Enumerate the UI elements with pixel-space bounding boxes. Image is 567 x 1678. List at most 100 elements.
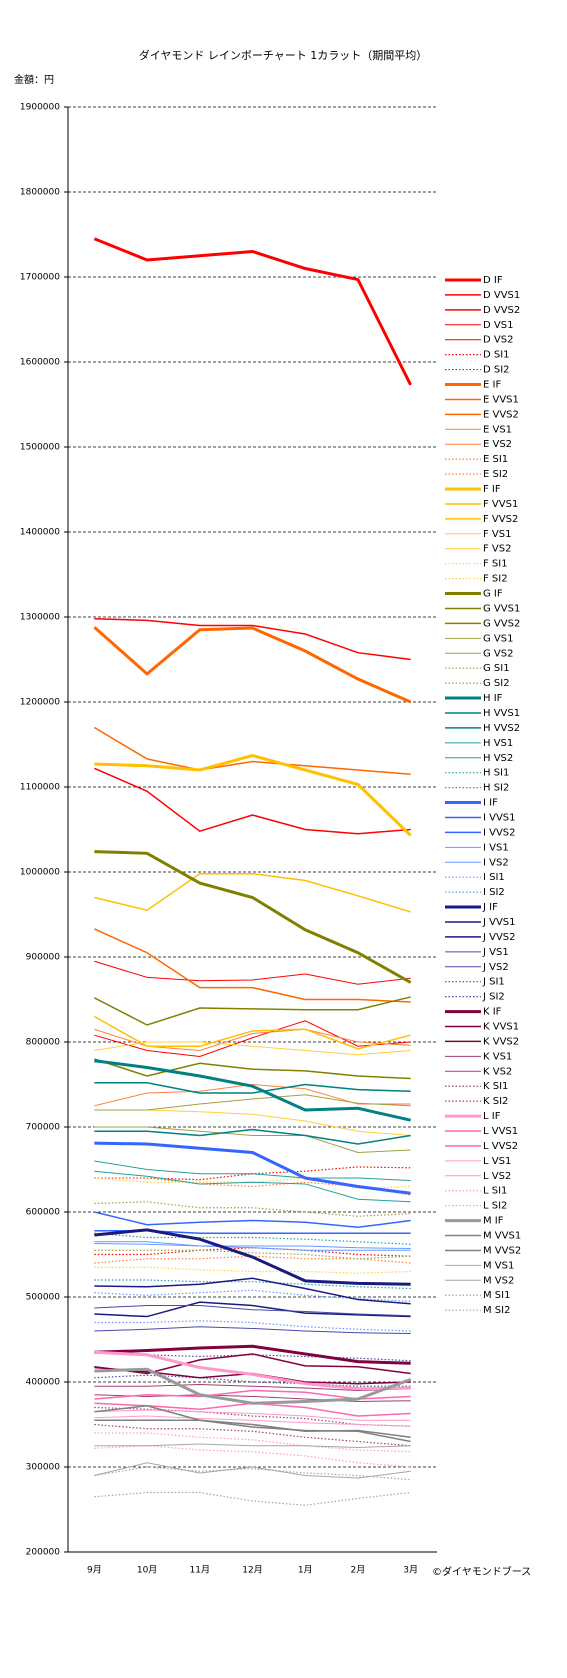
series-line: [94, 1405, 411, 1443]
legend-label: I VS2: [483, 857, 509, 868]
legend-label: K SI2: [483, 1096, 508, 1107]
legend-label: E VVS1: [483, 394, 519, 405]
series-line: [94, 1353, 411, 1375]
series-line: [94, 1406, 411, 1427]
series-line: [94, 1228, 411, 1286]
series-line: [94, 1201, 411, 1217]
y-tick-label: 1300000: [20, 613, 60, 623]
x-tick-label: 1月: [298, 1565, 313, 1576]
series-line: [94, 1211, 411, 1229]
y-tick-label: 600000: [26, 1208, 61, 1218]
series-line: [94, 1491, 411, 1506]
series-line: [94, 1059, 411, 1122]
y-tick-label: 800000: [26, 1038, 61, 1048]
series-line: [94, 1350, 411, 1391]
series-line: [94, 753, 412, 837]
series-line: [94, 1301, 411, 1318]
y-tick-label: 900000: [26, 953, 61, 963]
series-line: [94, 1305, 411, 1317]
legend-label: D VS2: [483, 335, 513, 346]
series-line: [94, 1402, 411, 1417]
series-line: [94, 1409, 411, 1421]
x-tick-label: 3月: [403, 1565, 418, 1576]
y-tick-label: 1400000: [20, 528, 60, 538]
series-line: [94, 1367, 412, 1405]
y-tick-label: 1100000: [20, 783, 60, 793]
series-line: [94, 767, 411, 835]
series-line: [94, 1094, 411, 1111]
y-tick-label: 1500000: [20, 443, 60, 453]
series-line: [94, 928, 411, 1003]
series-line: [94, 1279, 411, 1290]
legend-label: G VS1: [483, 633, 513, 644]
legend-label: K VVS1: [483, 1022, 519, 1033]
legend-label: J VS1: [482, 947, 509, 958]
series-line: [94, 1415, 411, 1427]
legend-label: G SI1: [483, 663, 510, 674]
y-tick-label: 500000: [26, 1293, 61, 1303]
y-tick-label: 1600000: [20, 358, 60, 368]
legend-label: M VVS1: [483, 1231, 521, 1242]
legend-label: K VVS2: [483, 1036, 519, 1047]
legend-label: F SI1: [483, 559, 508, 570]
series-line: [94, 1232, 411, 1245]
legend-label: M VVS2: [483, 1245, 521, 1256]
series-line: [94, 1394, 411, 1403]
series-line: [94, 1374, 411, 1387]
legend-label: E VVS2: [483, 409, 519, 420]
legend-label: M IF: [483, 1216, 504, 1227]
legend-label: D VS1: [483, 320, 513, 331]
legend-label: J VS2: [482, 962, 509, 973]
series-line: [94, 1466, 411, 1481]
legend-label: K VS2: [483, 1066, 512, 1077]
series-line: [94, 1320, 411, 1332]
y-tick-label: 200000: [26, 1548, 61, 1558]
y-tick-label: 1200000: [20, 698, 60, 708]
legend-label: J SI1: [482, 977, 505, 988]
y-tick-label: 1900000: [20, 103, 60, 113]
y-tick-label: 1000000: [20, 868, 60, 878]
legend-label: M VS2: [483, 1275, 514, 1286]
legend-label: I VS1: [483, 842, 509, 853]
legend-label: F VVS1: [483, 499, 518, 510]
legend-label: D SI2: [483, 365, 510, 376]
x-tick-label: 9月: [87, 1565, 102, 1576]
series-line: [94, 1432, 411, 1453]
legend-label: G VVS1: [483, 603, 520, 614]
legend-label: F VVS2: [483, 514, 518, 525]
legend-label: G IF: [483, 589, 503, 600]
legend-label: F IF: [483, 484, 501, 495]
legend-label: H IF: [483, 693, 503, 704]
legend-label: L VS2: [483, 1171, 511, 1182]
footer: ©ダイヤモンドブース: [432, 1565, 531, 1578]
legend-label: I VVS1: [483, 812, 516, 823]
legend-label: J VVS2: [482, 932, 516, 943]
legend-label: L SI1: [483, 1186, 507, 1197]
series-line: [94, 1462, 411, 1479]
legend-label: E IF: [483, 380, 501, 391]
legend-label: L IF: [483, 1111, 501, 1122]
legend-label: I VVS2: [483, 827, 516, 838]
legend-label: K IF: [483, 1007, 502, 1018]
x-tick-label: 10月: [137, 1565, 157, 1576]
series-line: [94, 960, 411, 985]
series-line: [94, 1326, 411, 1335]
legend-label: L VVS1: [483, 1126, 518, 1137]
legend-label: K VS1: [483, 1051, 512, 1062]
legend-label: F VS1: [483, 529, 511, 540]
series-line: [94, 1266, 411, 1274]
x-tick-label: 12月: [242, 1565, 262, 1576]
series-line: [93, 726, 411, 775]
series-line: [94, 1128, 411, 1145]
y-tick-label: 300000: [26, 1463, 61, 1473]
legend-label: D VVS2: [483, 305, 520, 316]
legend-label: H VS2: [483, 753, 513, 764]
legend-label: K SI1: [483, 1081, 508, 1092]
series-line: [94, 996, 411, 1026]
series-line: [94, 872, 411, 913]
series-line: [94, 1020, 411, 1057]
legend-label: D VVS1: [483, 290, 520, 301]
legend-label: E SI1: [483, 454, 508, 465]
series-line: [94, 1423, 411, 1447]
